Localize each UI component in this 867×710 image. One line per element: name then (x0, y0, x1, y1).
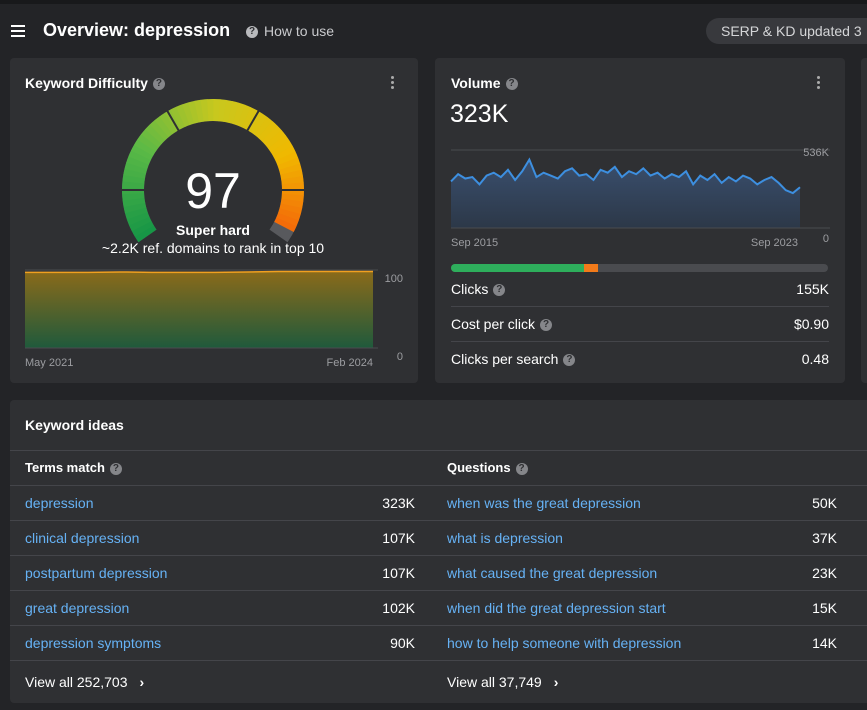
help-icon[interactable]: ? (109, 462, 122, 475)
keyword-volume: 90K (390, 635, 415, 651)
keyword-volume: 102K (382, 600, 415, 616)
help-icon[interactable]: ? (493, 284, 506, 297)
keyword-volume: 37K (812, 530, 837, 546)
chevron: › (553, 674, 559, 690)
divider (10, 520, 431, 521)
column-title-text: Terms match (25, 460, 105, 475)
divider (10, 660, 431, 661)
metric-label: Clicks per search? (451, 351, 576, 367)
volume-title: Volume? (451, 75, 518, 91)
volume-menu[interactable] (817, 76, 821, 89)
column-title-text: Questions (447, 460, 511, 475)
view-all-text: View all 37,749 (447, 674, 542, 690)
keyword-volume: 323K (382, 495, 415, 511)
metric-value: 155K (796, 281, 829, 297)
status-pill: SERP & KD updated 3 (706, 18, 867, 44)
keyword-link[interactable]: clinical depression (25, 530, 140, 546)
help-link[interactable]: ? How to use (246, 23, 334, 39)
kd-score: 97 (185, 163, 241, 219)
top-strip (0, 0, 867, 4)
x-label: Sep 2023 (751, 237, 798, 249)
divider (431, 555, 867, 556)
metric-label: Clicks? (451, 281, 506, 297)
keyword-link[interactable]: what caused the great depression (447, 565, 658, 581)
keyword-volume: 14K (812, 635, 837, 651)
y-tick-label: 100 (385, 273, 403, 285)
keyword-volume: 107K (382, 530, 415, 546)
divider (10, 590, 431, 591)
keyword-link[interactable]: what is depression (447, 530, 563, 546)
divider (10, 485, 431, 486)
metric-label-text: Clicks per search (451, 351, 559, 367)
keyword-link[interactable]: when did the great depression start (447, 600, 666, 616)
ideas-card (10, 400, 867, 703)
status-text: SERP & KD updated 3 (721, 23, 862, 39)
page-title: Overview: depression (43, 20, 231, 40)
divider (431, 625, 867, 626)
menu-icon[interactable] (11, 25, 25, 37)
divider (431, 485, 867, 486)
volume-area (451, 159, 800, 228)
divider (10, 625, 431, 626)
help-text: How to use (264, 23, 335, 39)
click-bar (451, 264, 828, 272)
keyword-link[interactable]: depression (25, 495, 94, 511)
x-label: Sep 2015 (451, 237, 498, 249)
gauge-divider (166, 109, 180, 132)
keyword-link[interactable]: how to help someone with depression (447, 635, 682, 651)
keyword-link[interactable]: postpartum depression (25, 565, 168, 581)
keyword-volume: 15K (812, 600, 837, 616)
keyword-volume: 107K (382, 565, 415, 581)
keyword-link[interactable]: great depression (25, 600, 130, 616)
kd-area (25, 271, 373, 348)
divider (10, 555, 431, 556)
kd-title-text: Keyword Difficulty (25, 75, 148, 91)
volume-line (450, 157, 801, 195)
next-card (861, 58, 867, 383)
y-tick-label: 536K (803, 147, 829, 159)
divider (10, 450, 867, 451)
y-tick-label: 0 (397, 351, 403, 363)
kd-menu[interactable] (391, 76, 395, 89)
help-icon[interactable]: ? (540, 319, 553, 332)
kd-note: ~2.2K ref. domains to rank in top 10 (101, 240, 325, 256)
metric-value: 0.48 (801, 351, 829, 367)
ideas-title: Keyword ideas (25, 417, 124, 433)
column-title: Questions? (447, 460, 528, 475)
divider (451, 341, 829, 342)
keyword-link[interactable]: depression symptoms (25, 635, 162, 651)
divider (431, 660, 867, 661)
keyword-link[interactable]: when was the great depression (447, 495, 641, 511)
x-label: May 2021 (25, 357, 73, 369)
chevron: › (139, 674, 145, 690)
y-tick-label: 0 (823, 233, 829, 245)
volume-title-text: Volume (451, 75, 501, 91)
keyword-volume: 50K (812, 495, 837, 511)
help-icon[interactable]: ? (563, 354, 576, 367)
metric-label-text: Cost per click (451, 316, 536, 332)
kd-level: Super hard (176, 222, 250, 238)
divider (431, 590, 867, 591)
metric-label: Cost per click? (451, 316, 553, 332)
divider (431, 520, 867, 521)
volume-chart: 0 536K Sep 2015 Sep 2023 (450, 147, 830, 249)
view-all[interactable]: View all 37,749 › (447, 674, 558, 690)
divider (451, 306, 829, 307)
x-label: Feb 2024 (327, 357, 373, 369)
kd-title: Keyword Difficulty? (25, 75, 165, 91)
gauge-fill (121, 99, 304, 243)
kd-line (25, 270, 373, 274)
metric-label-text: Clicks (451, 281, 489, 297)
keyword-volume: 23K (812, 565, 837, 581)
column-title: Terms match? (25, 460, 122, 475)
kd-chart: 0 100 May 2021 Feb 2024 (25, 99, 403, 369)
view-all[interactable]: View all 252,703 › (25, 674, 144, 690)
volume-value: 323K (450, 100, 509, 128)
view-all-text: View all 252,703 (25, 674, 128, 690)
metric-value: $0.90 (793, 316, 829, 332)
gauge-divider (246, 109, 260, 132)
help-icon[interactable]: ? (515, 462, 528, 475)
